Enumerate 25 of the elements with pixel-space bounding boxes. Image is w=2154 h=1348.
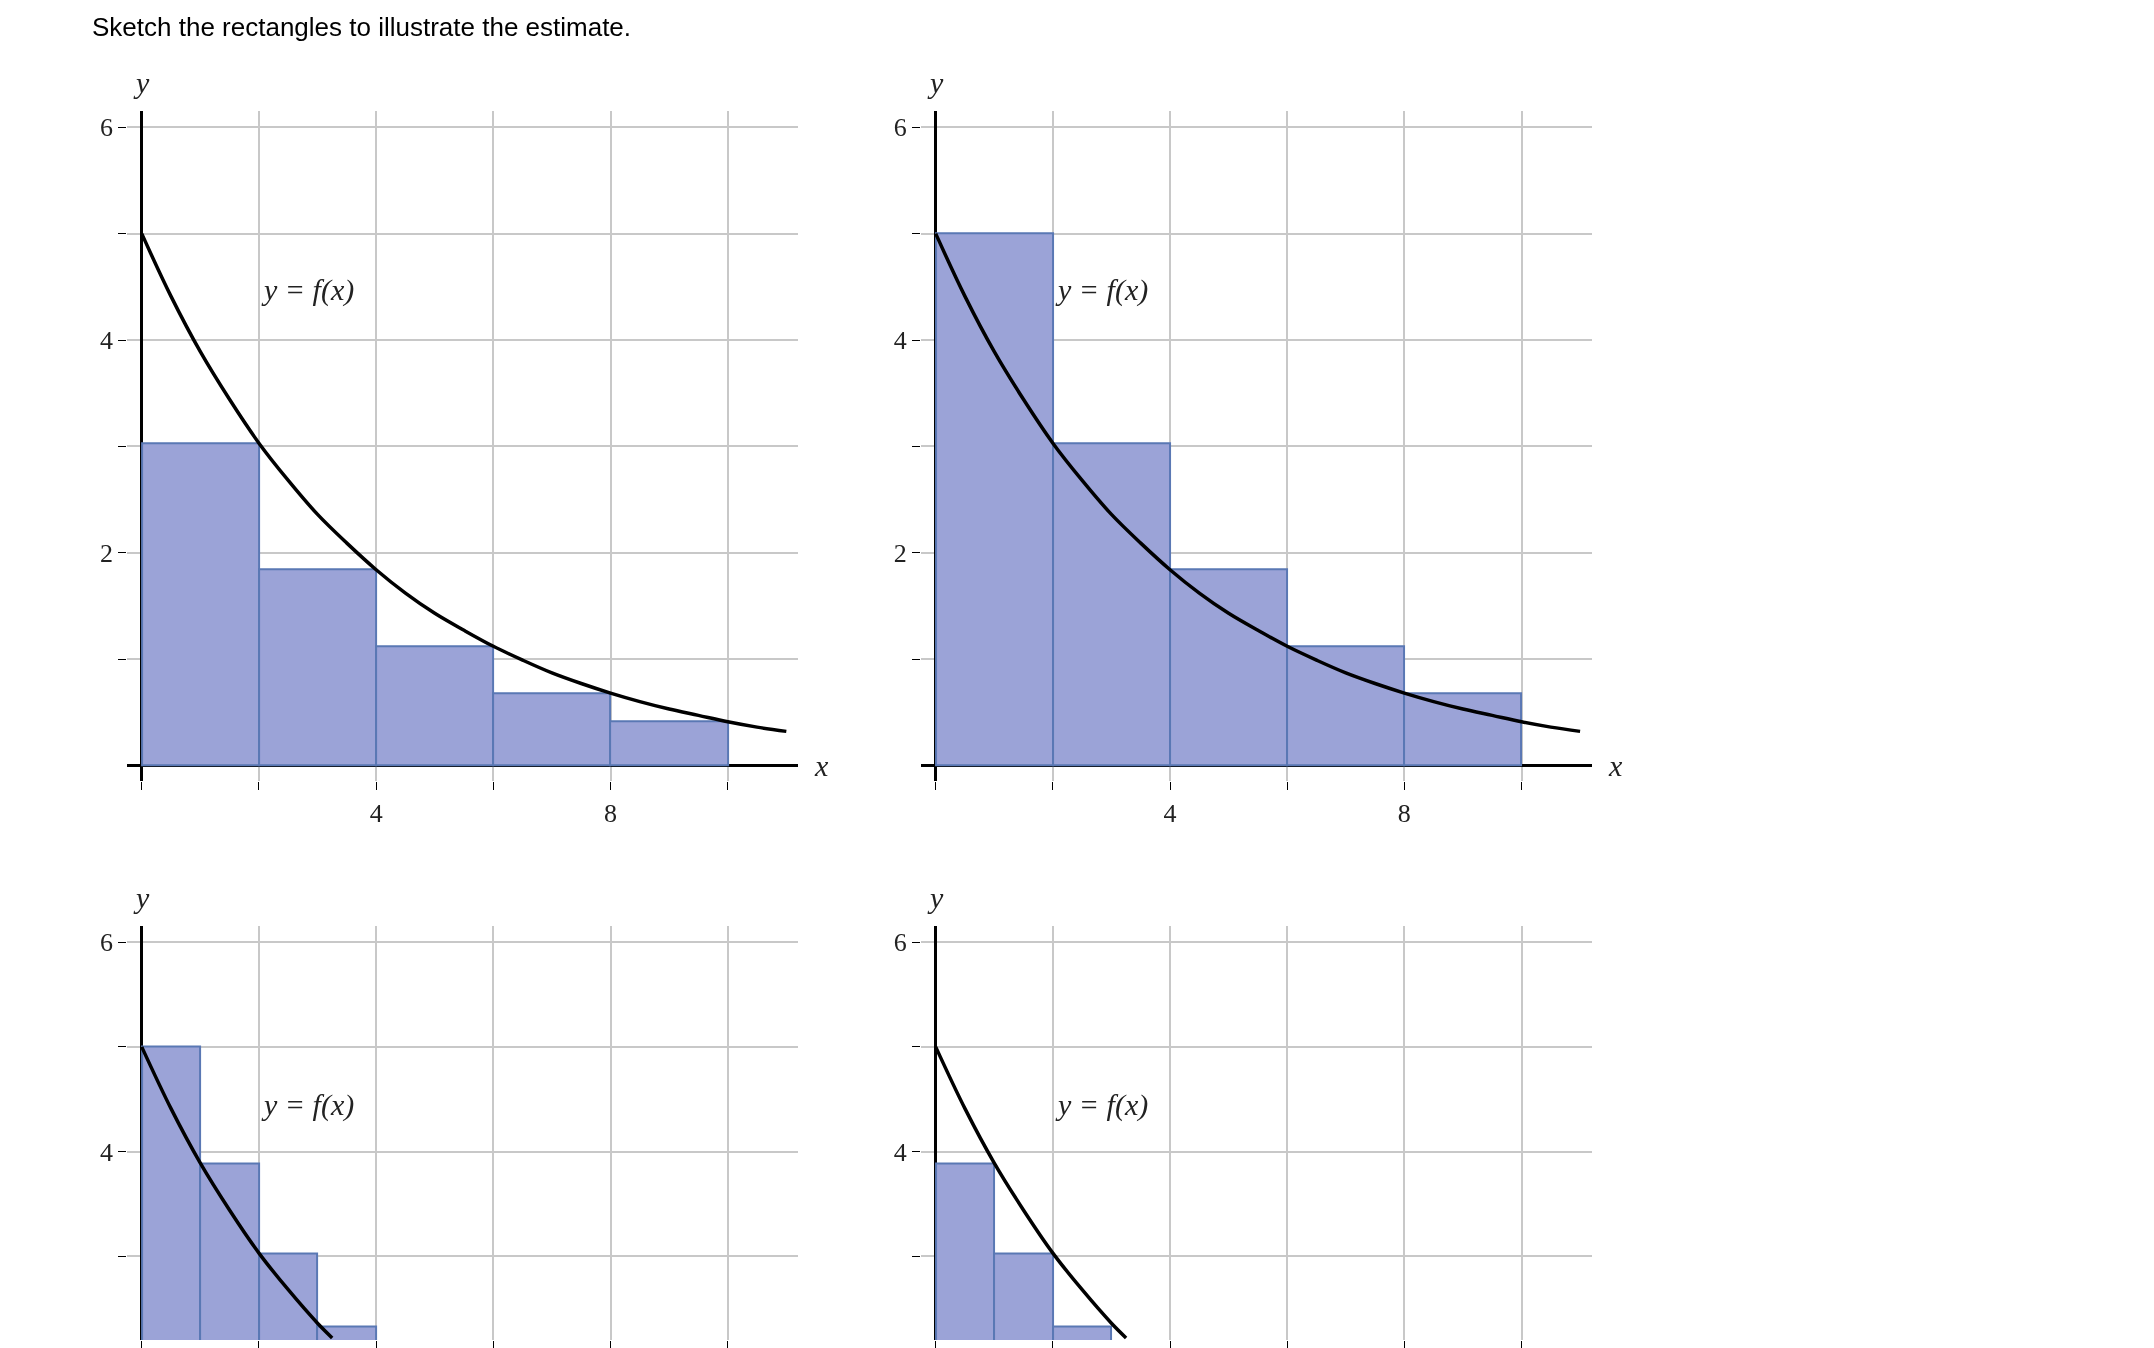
y-tick-label: 4 — [99, 1137, 113, 1167]
y-axis-title: y — [133, 66, 150, 99]
y-tick-label: 6 — [99, 113, 113, 143]
annotation: y = f(x) — [261, 1088, 355, 1122]
y-tick-label: 6 — [893, 928, 907, 958]
annotation: y = f(x) — [261, 273, 355, 307]
y-tick-label: 2 — [893, 538, 907, 568]
annotation: y = f(x) — [1055, 273, 1149, 307]
x-axis-title: x — [814, 749, 829, 782]
annotation: y = f(x) — [1055, 1088, 1149, 1122]
x-tick-label: 4 — [1163, 798, 1177, 828]
x-tick-label: 8 — [1397, 798, 1411, 828]
chart-title: Sketch the rectangles to illustrate the estimate. — [92, 12, 632, 42]
y-tick-label: 6 — [99, 928, 113, 958]
y-tick-label: 4 — [893, 326, 907, 356]
y-tick-label: 4 — [893, 1137, 907, 1167]
x-tick-label: 4 — [369, 798, 383, 828]
x-tick-label: 8 — [604, 798, 618, 828]
y-axis-title: y — [927, 66, 944, 99]
y-axis-title: y — [927, 881, 944, 914]
y-tick-label: 4 — [99, 326, 113, 356]
y-tick-label: 6 — [893, 113, 907, 143]
x-axis-title: x — [1608, 749, 1623, 782]
y-tick-label: 2 — [99, 538, 113, 568]
y-axis-title: y — [133, 881, 150, 914]
